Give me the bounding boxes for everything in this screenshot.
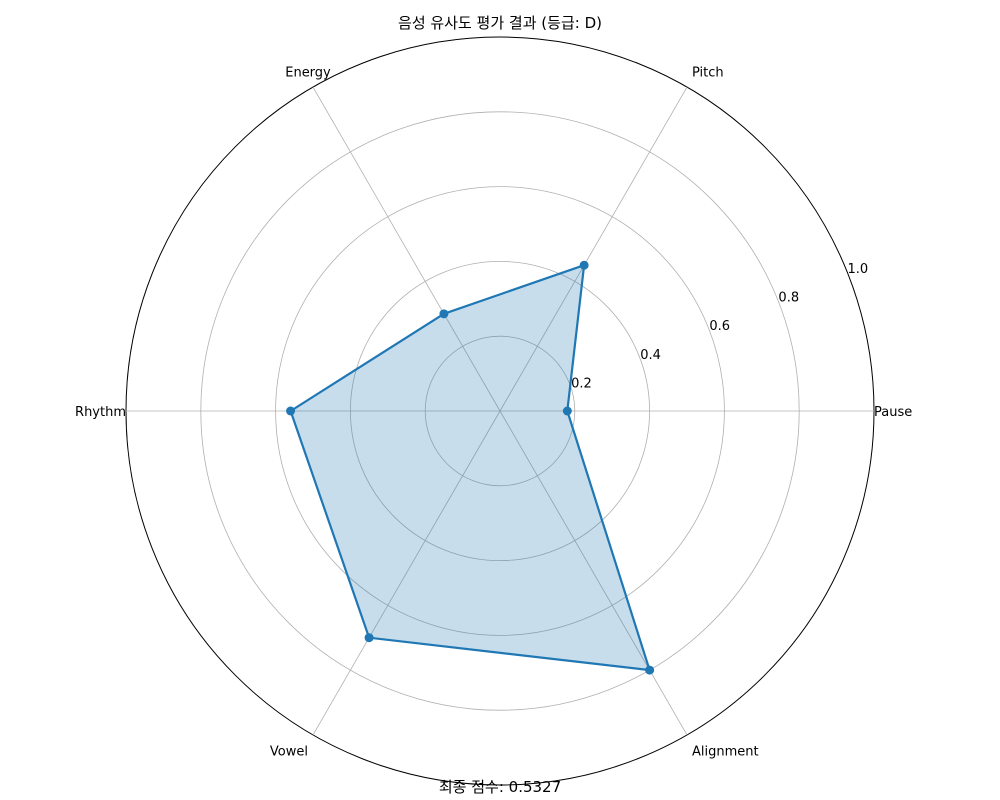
data-point-vowel — [364, 633, 374, 643]
axis-label-alignment: Alignment — [692, 745, 759, 760]
r-tick-label-0.8: 0.8 — [778, 291, 799, 306]
chart-title: 음성 유사도 평가 결과 (등급: D) — [398, 14, 602, 32]
r-tick-label-0.6: 0.6 — [709, 319, 730, 334]
r-tick-label-0.4: 0.4 — [640, 348, 661, 363]
data-point-energy — [439, 309, 449, 319]
r-tick-label-1.0: 1.0 — [848, 262, 869, 277]
data-point-alignment — [645, 665, 655, 675]
axis-label-pitch: Pitch — [692, 65, 724, 80]
axis-label-vowel: Vowel — [270, 745, 308, 760]
spoke-pitch — [499, 86, 688, 412]
spoke-alignment — [499, 410, 688, 736]
spoke-energy — [312, 86, 501, 412]
axis-label-pause: Pause — [874, 405, 912, 420]
data-point-pitch — [579, 260, 589, 270]
series-area — [290, 265, 650, 671]
data-point-pause — [562, 406, 572, 416]
axis-label-energy: Energy — [285, 65, 331, 80]
axis-label-rhythm: Rhythm — [75, 405, 126, 420]
data-point-rhythm — [286, 406, 296, 416]
r-tick-label-0.2: 0.2 — [571, 376, 592, 391]
spoke-vowel — [312, 410, 501, 736]
final-score-footer: 최종 점수: 0.5327 — [439, 778, 561, 796]
